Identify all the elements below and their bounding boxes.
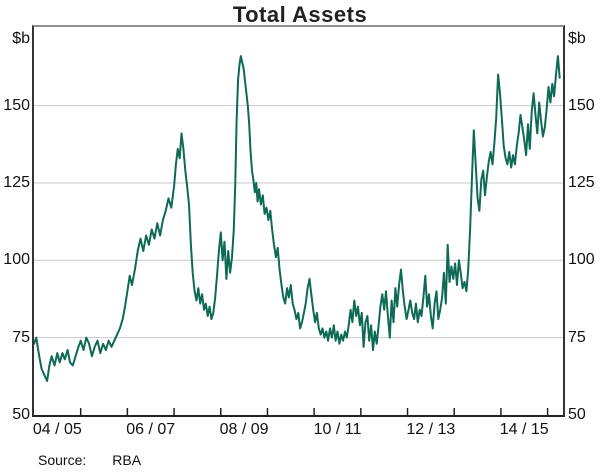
source-value: RBA <box>112 452 142 468</box>
y-tick-label-right-75: 75 <box>568 328 586 346</box>
x-tick-label-14/15: 14 / 15 <box>499 421 549 438</box>
x-tick-label-12/13: 12 / 13 <box>406 421 456 438</box>
x-tick-label-06/07: 06 / 07 <box>126 421 176 438</box>
y-tick-label-left-50: 50 <box>12 406 30 423</box>
plot-area <box>32 25 565 417</box>
y-tick-label-left-150: 150 <box>3 96 30 114</box>
source-note: Source: RBA <box>38 452 141 468</box>
chart-title: Total Assets <box>232 2 368 27</box>
x-tick-label-04/05: 04 / 05 <box>32 421 82 438</box>
y-tick-label-right-150: 150 <box>568 96 595 114</box>
y-tick-label-left-125: 125 <box>3 173 30 191</box>
source-label: Source: <box>38 452 87 468</box>
x-tick-label-10/11: 10 / 11 <box>313 421 362 438</box>
y-unit-label-left: $b <box>12 30 30 47</box>
total-assets-line <box>34 55 561 382</box>
x-tick-label-08/09: 08 / 09 <box>219 421 269 438</box>
y-tick-label-left-75: 75 <box>12 328 30 346</box>
plot-canvas <box>34 55 563 415</box>
y-tick-label-right-50: 50 <box>568 406 586 423</box>
y-unit-label-right: $b <box>568 30 586 47</box>
y-tick-label-left-100: 100 <box>3 251 30 269</box>
y-tick-label-right-100: 100 <box>568 251 595 269</box>
y-tick-label-right-125: 125 <box>568 173 595 191</box>
